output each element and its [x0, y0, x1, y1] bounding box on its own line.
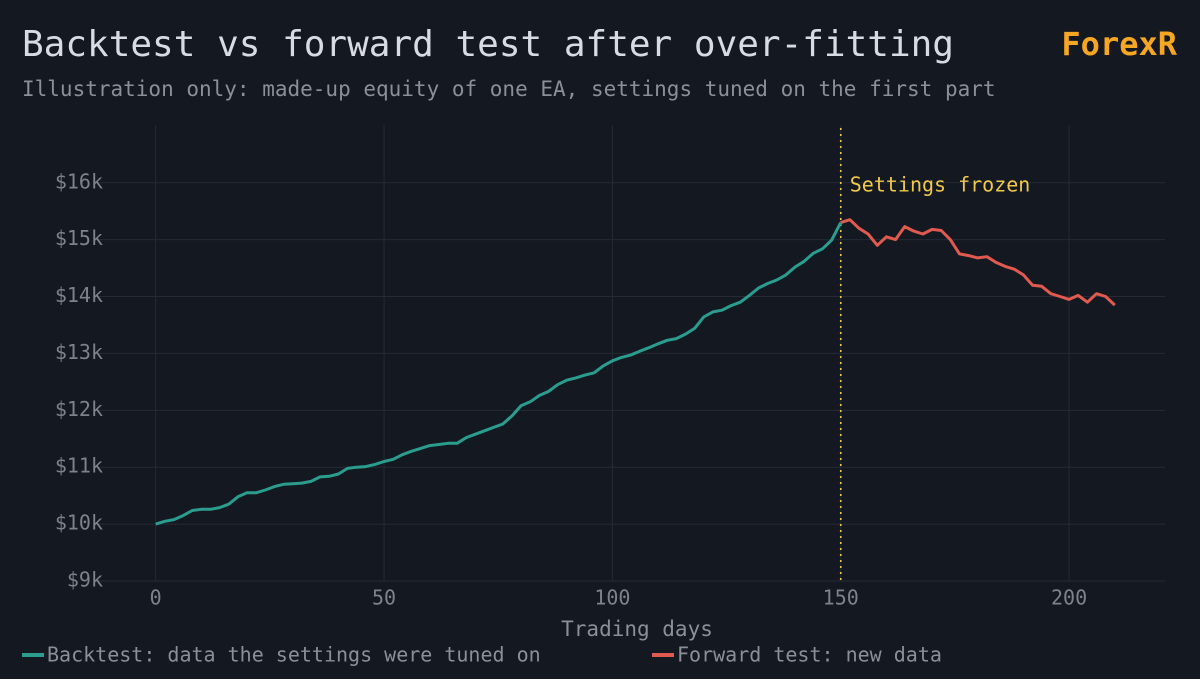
brand: ForexR: [1061, 25, 1177, 63]
series-line: [155, 221, 843, 526]
chart-title: Backtest vs forward test after over-fitt…: [22, 24, 954, 65]
x-tick-label: 50: [372, 586, 396, 610]
y-tick-label: $9k: [67, 568, 103, 592]
y-tick-label: $10k: [55, 511, 103, 535]
x-axis-label: Trading days: [561, 617, 713, 641]
y-tick-label: $11k: [55, 454, 103, 478]
x-tick-label: 100: [594, 586, 630, 610]
legend-label: Backtest: data the settings were tuned o…: [47, 643, 541, 667]
x-tick-label: 200: [1051, 586, 1087, 610]
y-tick-label: $15k: [55, 226, 103, 250]
y-tick-label: $12k: [55, 397, 103, 421]
legend-label: Forward test: new data: [677, 643, 942, 667]
y-tick-label: $14k: [55, 283, 103, 307]
annotation-label: Settings frozen: [850, 173, 1031, 197]
x-tick-label: 150: [823, 586, 859, 610]
y-tick-label: $16k: [55, 169, 103, 193]
x-tick-label: 0: [150, 586, 162, 610]
chart-subtitle: Illustration only: made-up equity of one…: [22, 77, 996, 101]
series-line: [840, 218, 1116, 307]
y-tick-label: $13k: [55, 340, 103, 364]
